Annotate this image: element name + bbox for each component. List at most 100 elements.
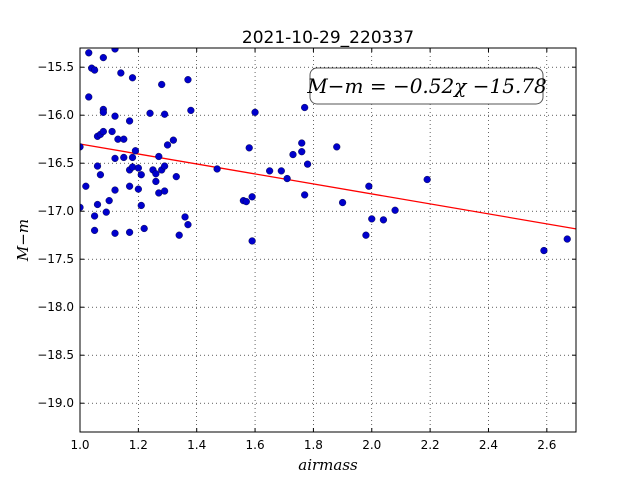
data-point [90,66,99,74]
data-point [362,231,370,239]
data-point [333,143,341,151]
data-point [368,215,376,223]
data-point [80,203,84,211]
data-point [137,201,145,210]
y-tick-label: −18.5 [37,348,74,362]
data-point [128,153,137,162]
data-point [111,48,119,53]
data-point [120,135,128,143]
x-tick-label: 1.0 [70,438,89,452]
data-point [93,200,102,209]
data-point [105,197,113,205]
data-point [152,170,160,178]
data-point [161,162,169,170]
data-point [298,139,306,147]
data-point [242,198,250,206]
data-point [563,235,571,243]
chart-title: 2021-10-29_220337 [242,28,414,48]
data-point [99,53,107,62]
y-tick-label: −18.0 [37,300,74,314]
data-point [111,229,119,237]
data-point [251,108,259,116]
data-point [152,177,160,186]
data-point [172,173,180,181]
data-point [111,154,119,163]
y-tick-label: −17.0 [37,204,74,218]
data-point [379,216,388,224]
y-tick-label: −15.5 [37,60,74,74]
data-point [184,76,192,84]
data-point [99,127,107,136]
data-point [277,167,285,175]
data-point [134,185,142,193]
data-point [187,106,195,115]
data-point [301,191,309,199]
data-point [126,117,134,125]
data-point [80,143,84,151]
data-point [181,213,189,221]
data-point [146,109,154,117]
data-point [391,206,399,214]
data-point [158,80,166,89]
data-point [338,198,347,207]
data-point [108,127,116,136]
data-point [134,164,142,172]
data-point [96,171,105,179]
data-point [82,182,90,190]
data-point [163,141,172,149]
fit-equation-box: M−m = −0.52χ −15.78 [306,67,547,105]
plot-frame [79,47,577,433]
data-point [117,69,125,77]
data-point [126,228,134,236]
data-point [111,186,119,194]
data-point [161,110,169,118]
data-point [90,212,99,220]
data-point [99,108,107,116]
data-point [131,147,140,155]
data-point [301,103,309,112]
data-point [93,162,102,170]
data-point [155,152,163,161]
data-point [213,165,221,173]
y-tick-label: −16.5 [37,156,74,170]
data-point [137,171,145,179]
data-point [128,74,137,82]
y-tick-label: −19.0 [37,396,74,410]
y-tick-label: −17.5 [37,252,74,266]
data-point [111,112,119,120]
data-point [169,136,177,144]
data-point [102,208,110,216]
data-point [85,93,93,101]
fit-equation-frame [309,67,544,105]
data-point [266,167,274,175]
data-point [248,193,256,201]
data-point [184,221,192,229]
data-points [80,48,571,255]
data-point [161,187,169,195]
grid [79,48,576,432]
data-point [140,224,148,233]
data-point [245,144,253,152]
x-tick-label: 2.2 [421,438,440,452]
data-point [303,160,312,168]
x-tick-label: 2.4 [479,438,498,452]
data-point [85,49,93,57]
y-axis: −15.5 −16.0 −16.5 −17.0 −17.5 −18.0 −18.5 −19.0 [37,60,576,410]
x-tick-label: 1.4 [187,438,206,452]
data-point [248,237,256,245]
fit-line [80,143,576,230]
fit-equation: M−m = −0.52χ −15.78 [306,74,546,98]
data-point [90,226,99,235]
data-point [540,246,548,255]
x-tick-label: 1.2 [129,438,148,452]
x-tick-label: 2.0 [362,438,381,452]
y-axis-label: M−m [14,219,32,262]
x-tick-label: 1.6 [246,438,265,452]
x-axis: 1.0 1.2 1.4 1.6 1.8 2.0 2.2 2.4 2.6 [70,48,556,452]
x-axis-label: airmass [298,456,358,474]
fit-line-layer [80,143,576,230]
data-point [175,231,183,239]
data-point [298,148,306,156]
data-point [126,182,134,190]
